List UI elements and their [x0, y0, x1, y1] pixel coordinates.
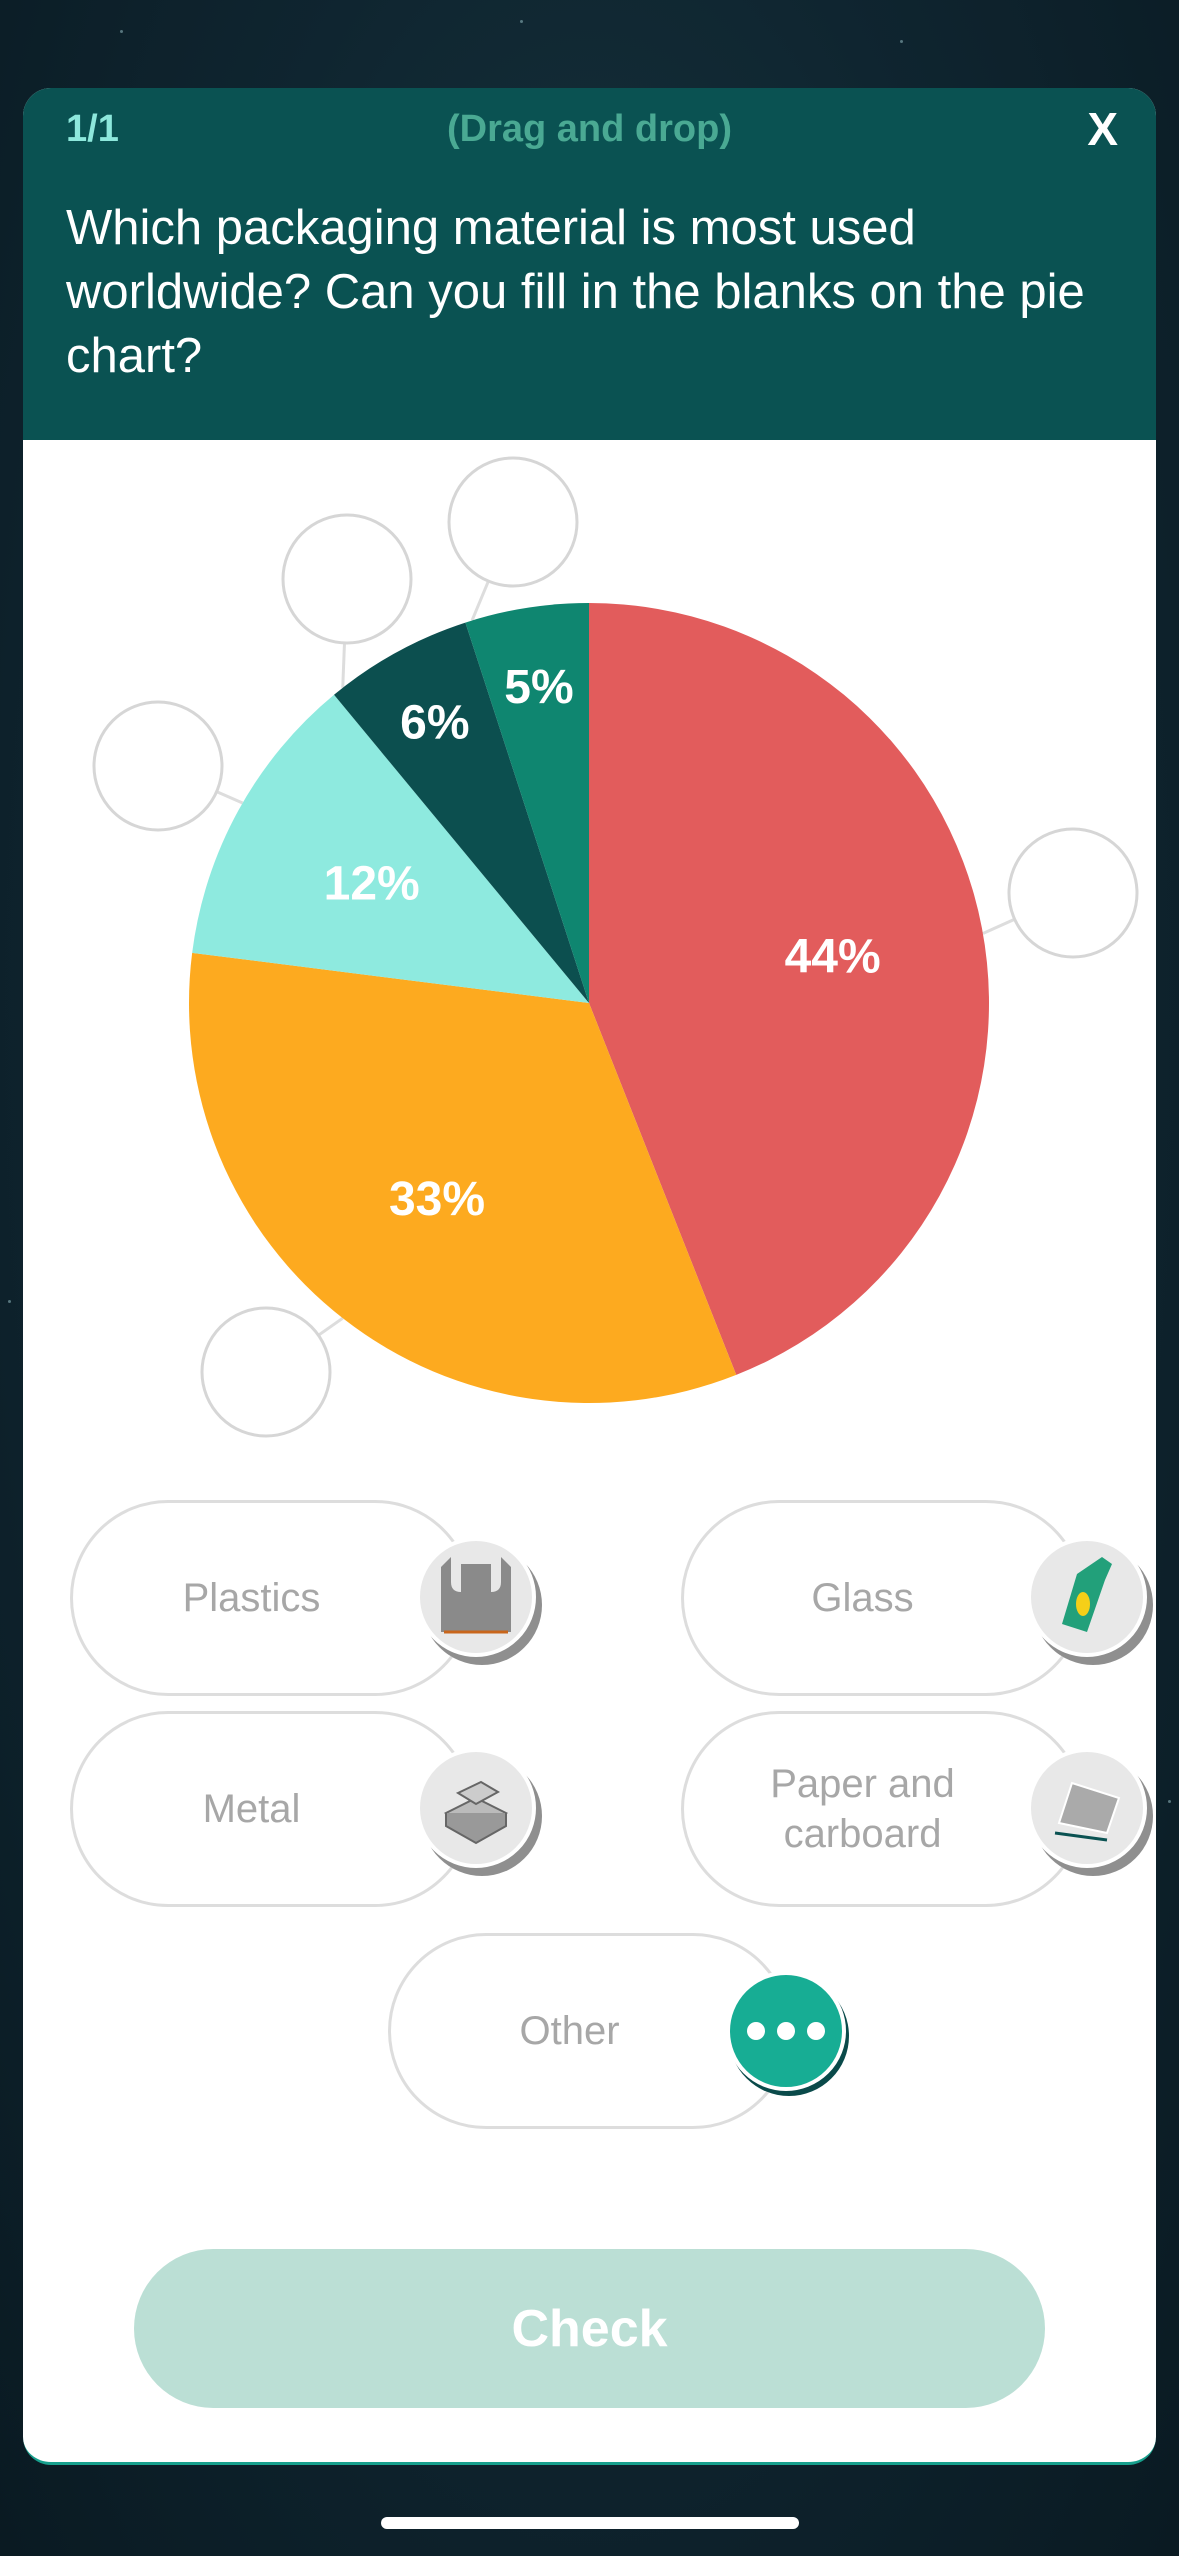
pie-chart: 44% 33% 12% 6% 5%	[92, 456, 1139, 1438]
pie-slice-label: 12%	[324, 858, 420, 911]
pie-slice-label: 33%	[389, 1173, 485, 1226]
pie-slice	[334, 622, 589, 1003]
pie-slice-label: 44%	[785, 931, 881, 984]
close-button[interactable]: X	[1087, 103, 1118, 155]
metal-ingots-icon	[416, 1748, 536, 1868]
drop-slot-4[interactable]	[1007, 827, 1139, 959]
option-metal[interactable]: Metal	[70, 1711, 473, 1907]
pie-slice-label: 6%	[400, 697, 469, 750]
check-button[interactable]: Check	[134, 2249, 1045, 2408]
quiz-card: 1/1 (Drag and drop) X Which packaging ma…	[23, 88, 1156, 2465]
drop-slot-5[interactable]	[200, 1306, 332, 1438]
more-dots-icon	[726, 1971, 846, 2091]
home-indicator	[381, 2517, 799, 2529]
pie-slice	[192, 694, 589, 1003]
pie-slice-label: 5%	[504, 661, 573, 714]
pie-slice	[589, 603, 990, 1375]
option-label: Paper and carboard	[770, 1762, 955, 1856]
option-label: Plastics	[182, 1576, 321, 1620]
question-text: Which packaging material is most used wo…	[66, 201, 1085, 383]
option-label: Other	[519, 2009, 620, 2053]
plastic-bag-icon	[416, 1537, 536, 1657]
question-mode: (Drag and drop)	[447, 108, 732, 150]
pie-slice	[188, 952, 737, 1403]
paper-stack-icon	[1027, 1748, 1147, 1868]
option-label: Glass	[811, 1576, 914, 1620]
drop-slot-1[interactable]	[447, 456, 579, 588]
option-other[interactable]: Other	[388, 1933, 791, 2129]
option-label: Metal	[202, 1787, 301, 1831]
question-counter: 1/1	[66, 108, 119, 150]
drop-slot-2[interactable]	[281, 513, 413, 645]
option-glass[interactable]: Glass	[681, 1500, 1084, 1696]
quiz-header: 1/1 (Drag and drop) X Which packaging ma…	[23, 88, 1156, 440]
option-paper-and-carboard[interactable]: Paper and carboard	[681, 1711, 1084, 1907]
pie-slice	[465, 603, 589, 1003]
glass-bottle-icon	[1027, 1537, 1147, 1657]
drop-slot-3[interactable]	[92, 700, 224, 832]
option-plastics[interactable]: Plastics	[70, 1500, 473, 1696]
